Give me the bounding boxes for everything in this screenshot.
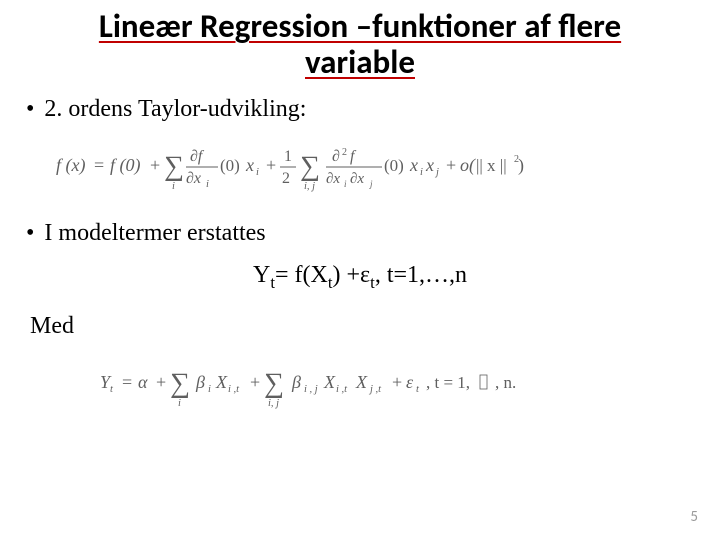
title-line-1: Lineær Regression –funktioner af flere — [99, 6, 621, 46]
svg-text:∂x: ∂x — [326, 171, 340, 187]
svg-text:∑: ∑ — [300, 151, 320, 182]
svg-text:∑: ∑ — [264, 368, 284, 399]
svg-text:i ,t: i ,t — [336, 384, 348, 395]
svg-text:=: = — [94, 155, 104, 175]
svg-text:∑: ∑ — [170, 368, 190, 399]
svg-text:|| x ||: || x || — [476, 156, 507, 175]
svg-text:2: 2 — [282, 170, 290, 187]
svg-text:t: t — [416, 384, 420, 395]
svg-text:i: i — [172, 181, 175, 192]
equation-model: Yt= f(Xt) +εt, t=1,…,n — [20, 262, 700, 293]
svg-text:i, j: i, j — [268, 398, 279, 409]
title-line-2: variable — [305, 42, 415, 82]
svg-text:α: α — [138, 372, 148, 392]
svg-text:t: t — [110, 384, 114, 395]
svg-text:ε: ε — [406, 372, 414, 392]
page-number: 5 — [690, 508, 698, 526]
svg-text:+: + — [150, 155, 160, 175]
svg-text:∂x: ∂x — [186, 170, 201, 187]
svg-text:x: x — [409, 155, 418, 175]
svg-text:x: x — [245, 155, 254, 175]
bullet-1: • 2. ordens Taylor-udvikling: — [26, 95, 700, 124]
svg-text:i: i — [344, 179, 347, 189]
formula-regression: Y t = α + ∑ i β i X i ,t + ∑ i, j β i , … — [100, 358, 700, 410]
svg-text:i: i — [208, 384, 211, 395]
word-med: Med — [30, 313, 700, 340]
svg-text:j: j — [369, 179, 373, 189]
svg-text:+: + — [392, 372, 402, 392]
svg-text:): ) — [518, 155, 524, 176]
svg-text:β: β — [195, 372, 205, 392]
svg-text:∂: ∂ — [332, 148, 340, 165]
svg-text:i: i — [178, 398, 181, 409]
svg-text:+: + — [446, 155, 456, 175]
bullet-dot: • — [26, 219, 34, 248]
svg-text:∂f: ∂f — [190, 148, 205, 165]
svg-text:f: f — [350, 148, 357, 165]
svg-text:j: j — [434, 167, 439, 178]
svg-text:, t = 1,: , t = 1, — [426, 373, 470, 392]
svg-text:(0): (0) — [384, 156, 404, 175]
bullet-2-text: I modeltermer erstattes — [44, 219, 265, 248]
bullet-dot: • — [26, 95, 34, 124]
bullet-2: • I modeltermer erstattes — [26, 219, 700, 248]
slide-title: Lineær Regression –funktioner af flere v… — [20, 8, 700, 81]
svg-text:i, j: i, j — [304, 181, 315, 192]
svg-text:+: + — [266, 155, 276, 175]
svg-text:x: x — [425, 155, 434, 175]
svg-text:X: X — [355, 372, 368, 392]
svg-text:2: 2 — [342, 147, 347, 158]
svg-text:(0): (0) — [220, 156, 240, 175]
svg-text:X: X — [215, 372, 228, 392]
svg-text:o(: o( — [460, 155, 476, 176]
svg-text:1: 1 — [284, 148, 292, 165]
svg-text:X: X — [323, 372, 336, 392]
svg-text:=: = — [122, 372, 132, 392]
svg-text:, n.: , n. — [495, 373, 516, 392]
svg-text:i: i — [420, 167, 423, 178]
svg-text:i , j: i , j — [304, 384, 318, 395]
svg-text:i: i — [256, 167, 259, 178]
bullet-1-text: 2. ordens Taylor-udvikling: — [44, 95, 306, 124]
svg-text:∑: ∑ — [164, 151, 184, 182]
svg-text:j ,t: j ,t — [368, 384, 382, 395]
svg-text:β: β — [291, 372, 301, 392]
svg-text:+: + — [156, 372, 166, 392]
svg-text:∂x: ∂x — [350, 171, 364, 187]
svg-text:i ,t: i ,t — [228, 384, 240, 395]
svg-text:i: i — [206, 179, 209, 190]
formula-taylor: f (x) = f (0) + ∑ i ∂f ∂x i (0) x i + 1 — [56, 141, 700, 193]
svg-text:f (x): f (x) — [56, 155, 85, 176]
svg-text:f (0): f (0) — [110, 155, 141, 176]
svg-text:+: + — [250, 372, 260, 392]
